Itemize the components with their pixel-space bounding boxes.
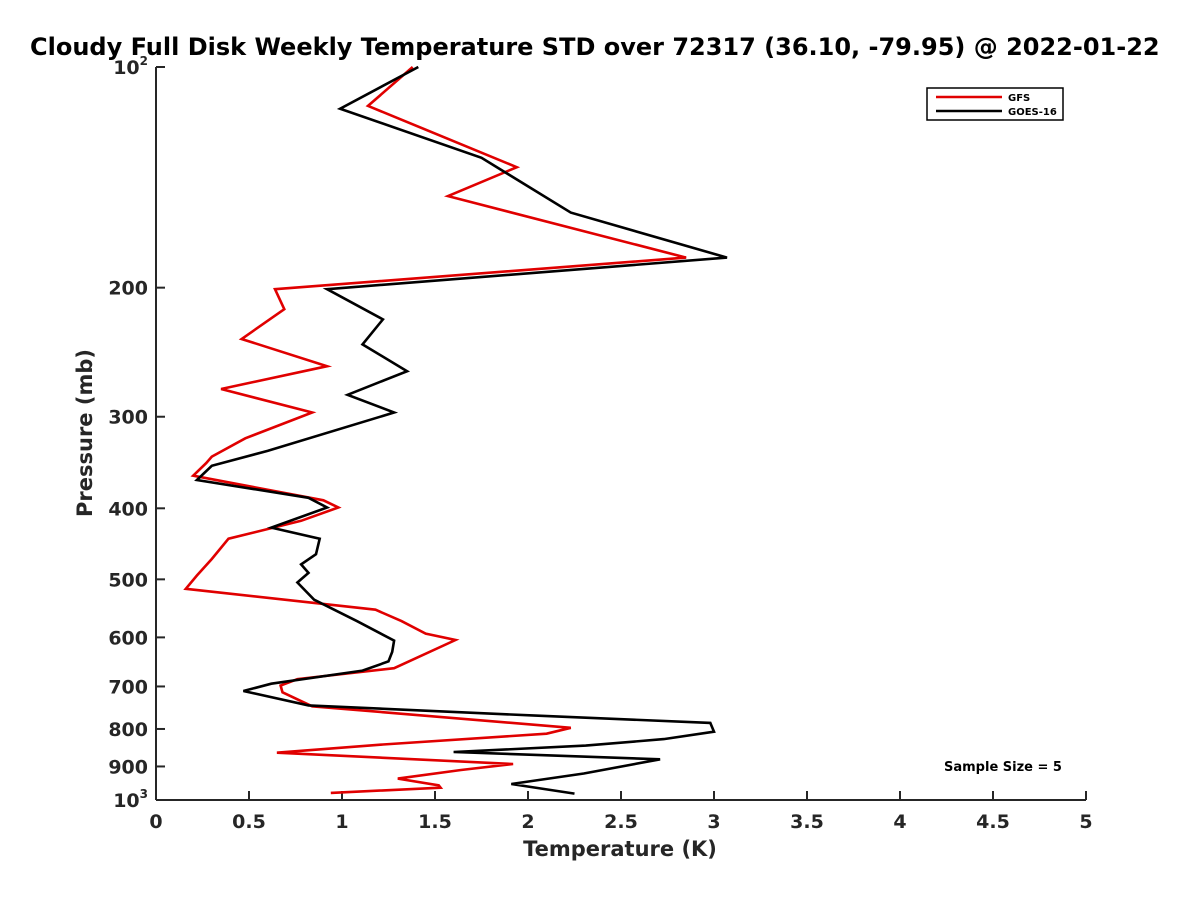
x-tick-label: 2.5 [604, 811, 638, 833]
x-tick-label: 1.5 [418, 811, 452, 833]
series-line-gfs [183, 66, 687, 795]
y-tick-label: 103 [113, 787, 148, 812]
x-tick-label: 4.5 [976, 811, 1010, 833]
sample-size-annotation: Sample Size = 5 [944, 760, 1062, 775]
legend-label-goes-16: GOES-16 [1008, 107, 1057, 118]
y-axis-label: Pressure (mb) [73, 349, 97, 517]
y-tick-label: 102 [113, 54, 148, 79]
y-tick-label: 700 [108, 676, 148, 698]
x-tick-label: 1 [335, 811, 348, 833]
y-tick-label: 400 [108, 498, 148, 520]
x-tick-label: 0.5 [232, 811, 266, 833]
legend-label-gfs: GFS [1008, 93, 1030, 104]
y-tick-label: 800 [108, 719, 148, 741]
x-tick-label: 3.5 [790, 811, 824, 833]
legend: GFS GOES-16 [926, 87, 1064, 121]
x-tick-label: 5 [1079, 811, 1092, 833]
x-axis-label: Temperature (K) [523, 837, 717, 861]
plot-axes: 0 0.5 1 1.5 2 2.5 3 3.5 4 4.5 5 102 200 300 400 500 600 7… [108, 54, 1092, 833]
x-tick-label: 4 [893, 811, 906, 833]
y-tick-label: 200 [108, 278, 148, 300]
x-tick-label: 0 [149, 811, 162, 833]
x-tick-label: 3 [707, 811, 720, 833]
y-tick-label: 300 [108, 407, 148, 429]
y-tick-label: 600 [108, 627, 148, 649]
x-tick-label: 2 [521, 811, 534, 833]
chart-title: Cloudy Full Disk Weekly Temperature STD … [30, 33, 1160, 61]
legend-box [926, 87, 1064, 121]
series-layer [183, 65, 728, 795]
series-line-goes-16 [194, 65, 728, 795]
y-tick-label: 900 [108, 756, 148, 778]
y-tick-label: 500 [108, 569, 148, 591]
